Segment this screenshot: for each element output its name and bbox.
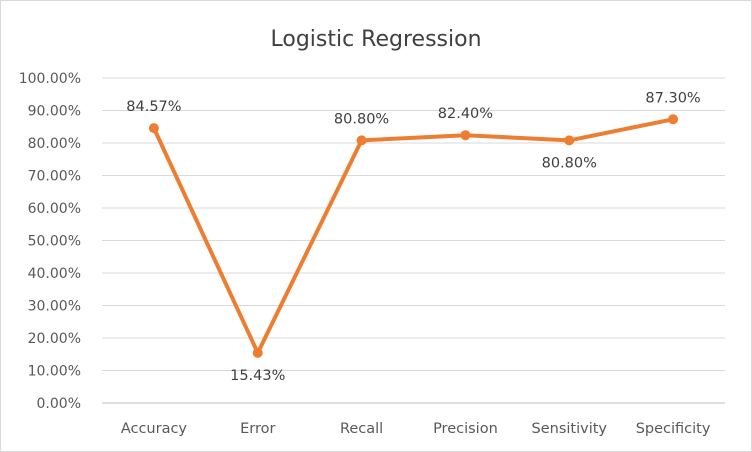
- x-tick-label: Error: [240, 421, 275, 437]
- y-tick-label: 40.00%: [28, 266, 81, 282]
- y-tick-label: 10.00%: [28, 364, 81, 380]
- y-tick-label: 60.00%: [28, 201, 81, 217]
- y-tick-label: 0.00%: [37, 396, 81, 412]
- data-label: 84.57%: [126, 99, 181, 115]
- y-tick-label: 70.00%: [28, 169, 81, 185]
- y-tick-label: 30.00%: [28, 299, 81, 315]
- y-tick-label: 80.00%: [28, 136, 81, 152]
- data-point: [356, 135, 367, 146]
- y-tick-label: 100.00%: [19, 71, 81, 87]
- data-label: 15.43%: [230, 368, 285, 384]
- y-tick-label: 20.00%: [28, 331, 81, 347]
- x-tick-label: Accuracy: [121, 421, 188, 437]
- x-tick-label: Precision: [433, 421, 498, 437]
- chart-title: Logistic Regression: [270, 27, 481, 52]
- data-labels: 84.57% 15.43% 80.80% 82.40% 80.80% 87.30%: [126, 90, 700, 384]
- data-label: 80.80%: [334, 111, 389, 127]
- x-tick-label: Sensitivity: [532, 421, 608, 437]
- x-tick-label: Specificity: [636, 421, 711, 437]
- data-point: [668, 114, 679, 125]
- x-tick-label: Recall: [340, 421, 383, 437]
- data-label: 87.30%: [645, 90, 700, 106]
- data-point: [564, 135, 575, 146]
- data-label: 80.80%: [542, 155, 597, 171]
- series-line: [151, 117, 676, 355]
- series: [148, 114, 679, 358]
- data-label: 82.40%: [438, 106, 493, 122]
- data-point: [460, 130, 471, 141]
- y-tick-label: 50.00%: [28, 234, 81, 250]
- data-point: [148, 123, 159, 134]
- x-axis-tick-labels: Accuracy Error Recall Precision Sensitivity S…: [121, 421, 711, 437]
- data-point: [252, 347, 263, 358]
- y-tick-label: 90.00%: [28, 104, 81, 120]
- y-axis-tick-labels: 0.00% 10.00% 20.00% 30.00% 40.00% 50.00% 60.00…: [19, 71, 81, 412]
